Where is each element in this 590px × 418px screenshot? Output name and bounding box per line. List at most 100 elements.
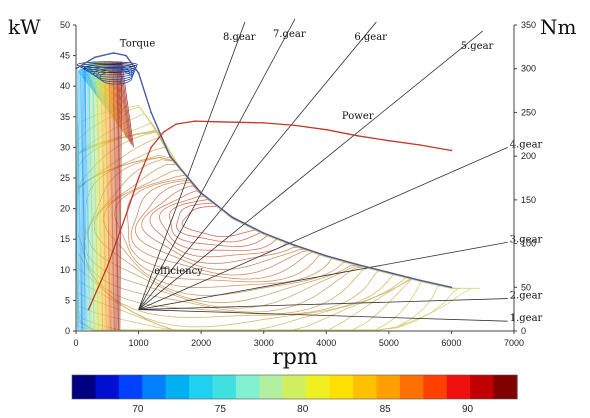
gear-line: [138, 298, 508, 310]
colorbar-swatch: [376, 375, 401, 399]
x-tick-label: 1000: [129, 338, 149, 348]
gear-label: 5.gear: [461, 41, 494, 52]
left-tick-label: 50: [60, 20, 70, 30]
right-tick-label: 300: [521, 64, 536, 74]
gear-label: 7.gear: [273, 29, 306, 40]
right-tick-label: 0: [521, 326, 526, 336]
power-point: [237, 121, 240, 124]
x-axis-label: rpm: [272, 345, 318, 370]
efficiency-contour: [96, 69, 134, 83]
colorbar-swatch: [95, 375, 120, 399]
torque-point: [262, 232, 265, 234]
efficiency-contour: [76, 61, 138, 69]
colorbar-swatch: [189, 375, 214, 399]
colorbar-swatch: [142, 375, 167, 399]
annotation-label: Power: [342, 111, 374, 122]
gear-label: 8.gear: [223, 32, 256, 43]
colorbar-swatch: [118, 375, 143, 399]
gear-line: [138, 21, 246, 310]
colorbar-tick-label: 85: [380, 404, 392, 415]
x-tick-label: 2000: [191, 338, 211, 348]
colorbar-tick-label: 75: [215, 404, 227, 415]
power-point: [194, 120, 196, 122]
colorbar-swatch: [493, 375, 518, 399]
left-tick-label: 40: [60, 81, 70, 91]
colorbar-tick-label: 70: [132, 404, 144, 415]
colorbar-swatch: [470, 375, 495, 399]
torque-point: [169, 155, 171, 157]
x-tick-label: 0: [73, 338, 78, 348]
torque-point: [325, 255, 328, 257]
power-point: [388, 139, 390, 142]
performance-curves: [75, 52, 453, 311]
colorbar-swatch: [399, 375, 424, 399]
left-tick-label: 25: [60, 173, 70, 183]
colorbar-swatch: [353, 375, 378, 399]
gear-line: [138, 21, 377, 310]
chart-annotations: Torque Power efficiency: [120, 38, 374, 277]
colorbar-swatch: [165, 375, 190, 399]
gear-label: 2.gear: [510, 291, 543, 302]
axes: 0 5 10 15 20 25 30 35 40 45 50 0 50 100 150 200 250 300 35…: [8, 15, 577, 370]
torque-point: [294, 244, 296, 247]
gear-label: 4.gear: [510, 139, 543, 150]
efficiency-contour: [89, 66, 135, 78]
power-point: [419, 144, 421, 146]
left-tick-label: 15: [60, 234, 70, 244]
torque-point: [125, 54, 127, 57]
left-tick-label: 30: [60, 142, 70, 152]
right-tick-label: 150: [521, 195, 536, 205]
gear-label: 3.gear: [510, 234, 543, 245]
colorbar-swatch: [212, 375, 237, 399]
torque-point: [93, 56, 96, 59]
power-point: [212, 120, 215, 123]
power-point: [137, 177, 140, 179]
colorbar-swatch: [306, 375, 331, 399]
torque-point: [112, 52, 115, 54]
gear-lines: 1.gear 2.gear 3.gear 4.gear 5.gear 6.gear 7.ge…: [138, 18, 543, 324]
torque-point: [137, 72, 140, 74]
power-point: [325, 128, 328, 131]
gear-label: 6.gear: [354, 32, 387, 43]
colorbar-tick-label: 90: [462, 404, 474, 415]
power-point: [125, 213, 127, 216]
efficiency-contour: [93, 68, 134, 80]
torque-point: [419, 279, 421, 282]
torque-point: [388, 271, 390, 274]
gear-line: [138, 18, 296, 310]
torque-curve: [75, 52, 452, 288]
power-point: [150, 146, 152, 149]
power-point: [106, 265, 109, 268]
gear-line: [138, 241, 508, 310]
right-tick-label: 50: [521, 282, 531, 292]
colorbar-swatch: [329, 375, 354, 399]
left-tick-label: 5: [65, 295, 70, 305]
gear-line: [138, 309, 508, 322]
torque-point: [231, 216, 234, 219]
right-tick-label: 200: [521, 151, 536, 161]
torque-point: [200, 192, 202, 194]
colorbar-tick-label: 80: [297, 404, 309, 415]
torque-point: [150, 111, 152, 114]
torque-point: [356, 263, 359, 266]
right-tick-label: 100: [521, 239, 536, 249]
efficiency-colorbar: 70 75 80 85 90: [71, 374, 518, 415]
x-tick-label: 3000: [254, 338, 274, 348]
left-tick-label: 45: [60, 51, 70, 61]
power-point: [162, 131, 165, 133]
power-point: [356, 134, 359, 137]
right-tick-label: 250: [521, 107, 536, 117]
gear-line: [138, 30, 483, 310]
x-tick-label: 7000: [504, 338, 524, 348]
left-tick-label: 10: [60, 265, 70, 275]
left-axis-unit: kW: [8, 15, 41, 39]
power-point: [87, 308, 90, 311]
right-axis-unit: Nm: [540, 15, 577, 39]
colorbar-frame: [71, 374, 518, 400]
power-point: [262, 122, 265, 124]
colorbar-swatch: [423, 375, 448, 399]
x-tick-label: 4000: [316, 338, 336, 348]
efficiency-contour: [99, 70, 133, 85]
colorbar-swatch: [446, 375, 471, 399]
